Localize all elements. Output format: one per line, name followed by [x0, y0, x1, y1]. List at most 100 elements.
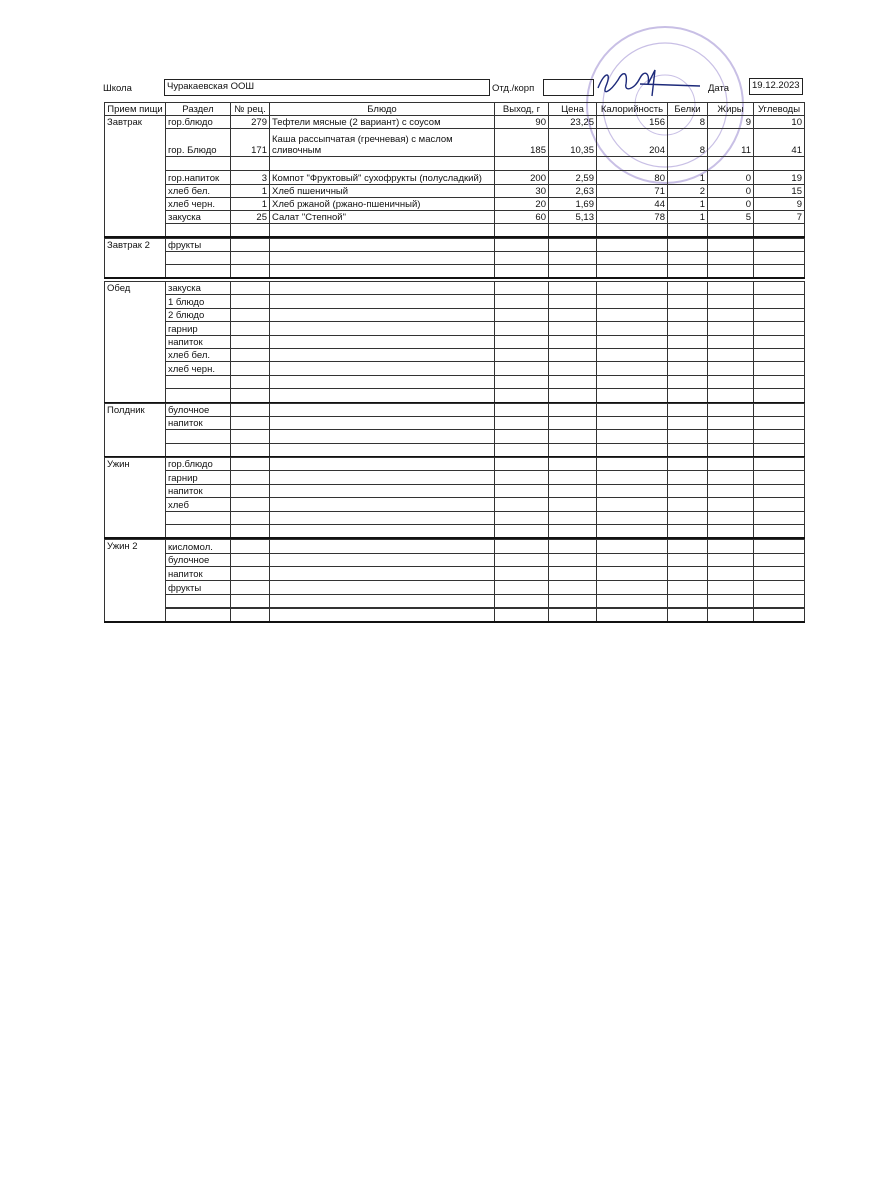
empty-cell: [753, 156, 805, 171]
empty-cell: [548, 264, 597, 278]
empty-cell: [230, 593, 270, 609]
empty-cell: [269, 251, 495, 265]
empty-cell: [230, 607, 270, 623]
empty-cell: [596, 403, 668, 418]
empty-cell: [269, 607, 495, 623]
empty-cell: [596, 416, 668, 431]
cell-recipe: 171: [230, 128, 270, 157]
empty-cell: [548, 348, 597, 363]
empty-cell: [548, 281, 597, 296]
empty-cell: [548, 374, 597, 390]
empty-cell: [269, 580, 495, 595]
empty-cell: [269, 361, 495, 376]
cell-recipe: 3: [230, 170, 270, 185]
empty-cell: [596, 457, 668, 472]
empty-cell: [494, 321, 549, 336]
empty-cell: [753, 566, 805, 582]
group-divider: [104, 537, 805, 540]
cell-dish: Салат "Степной": [269, 210, 495, 224]
empty-cell: [494, 374, 549, 390]
cell-fat: 9: [707, 115, 754, 129]
column-header: № рец.: [230, 102, 270, 116]
empty-cell: [230, 539, 270, 554]
empty-cell: [596, 264, 668, 278]
empty-cell: [165, 374, 231, 390]
empty-cell: [707, 580, 754, 595]
group-divider: [104, 401, 805, 404]
empty-cell: [707, 388, 754, 403]
empty-cell: [494, 593, 549, 609]
empty-cell: [753, 388, 805, 403]
empty-cell: [269, 552, 495, 568]
empty-cell: [269, 264, 495, 278]
empty-cell: [707, 416, 754, 431]
cell-recipe: 279: [230, 115, 270, 129]
empty-cell: [667, 334, 708, 349]
column-header: Раздел: [165, 102, 231, 116]
empty-cell: [230, 403, 270, 418]
empty-cell: [548, 334, 597, 349]
empty-cell: [494, 307, 549, 323]
cell-fat: 11: [707, 128, 754, 157]
empty-cell: [548, 403, 597, 418]
empty-cell: [230, 483, 270, 499]
cell-section: закуска: [165, 210, 231, 224]
cell-dish: Хлеб ржаной (ржано-пшеничный): [269, 197, 495, 211]
empty-cell: [667, 416, 708, 431]
empty-cell: [269, 566, 495, 582]
empty-cell: [753, 470, 805, 485]
empty-cell: [596, 361, 668, 376]
empty-cell: [494, 238, 549, 252]
empty-cell: [667, 539, 708, 554]
empty-cell: [596, 307, 668, 323]
empty-cell: [230, 470, 270, 485]
empty-cell: [667, 251, 708, 265]
empty-cell: [269, 470, 495, 485]
cell-section: гор.блюдо: [165, 457, 231, 472]
cell-section: закуска: [165, 281, 231, 296]
column-header: Прием пищи: [104, 102, 166, 116]
empty-cell: [753, 416, 805, 431]
empty-cell: [269, 429, 495, 444]
cell-section: фрукты: [165, 238, 231, 252]
empty-cell: [548, 497, 597, 512]
empty-cell: [548, 238, 597, 252]
empty-cell: [230, 580, 270, 595]
empty-cell: [596, 334, 668, 349]
empty-cell: [165, 510, 231, 525]
empty-cell: [707, 251, 754, 265]
cell-section: хлеб бел.: [165, 348, 231, 363]
empty-cell: [548, 510, 597, 525]
empty-cell: [596, 524, 668, 539]
empty-cell: [753, 223, 805, 237]
empty-cell: [548, 470, 597, 485]
empty-cell: [269, 403, 495, 418]
empty-cell: [596, 607, 668, 623]
empty-cell: [596, 281, 668, 296]
empty-cell: [667, 348, 708, 363]
empty-cell: [269, 510, 495, 525]
empty-cell: [753, 429, 805, 444]
cell-protein: 8: [667, 128, 708, 157]
empty-cell: [707, 281, 754, 296]
cell-fat: 0: [707, 184, 754, 198]
empty-cell: [230, 457, 270, 472]
empty-cell: [269, 483, 495, 499]
empty-cell: [269, 374, 495, 390]
cell-yield: 90: [494, 115, 549, 129]
empty-cell: [494, 156, 549, 171]
empty-cell: [165, 223, 231, 237]
empty-cell: [494, 361, 549, 376]
cell-price: 2,63: [548, 184, 597, 198]
empty-cell: [596, 156, 668, 171]
school-label: Школа: [103, 83, 132, 94]
empty-cell: [548, 566, 597, 582]
cell-section: фрукты: [165, 580, 231, 595]
cell-price: 23,25: [548, 115, 597, 129]
meal: Завтрак: [104, 115, 166, 237]
empty-cell: [667, 442, 708, 457]
empty-cell: [596, 566, 668, 582]
empty-cell: [707, 374, 754, 390]
empty-cell: [667, 457, 708, 472]
